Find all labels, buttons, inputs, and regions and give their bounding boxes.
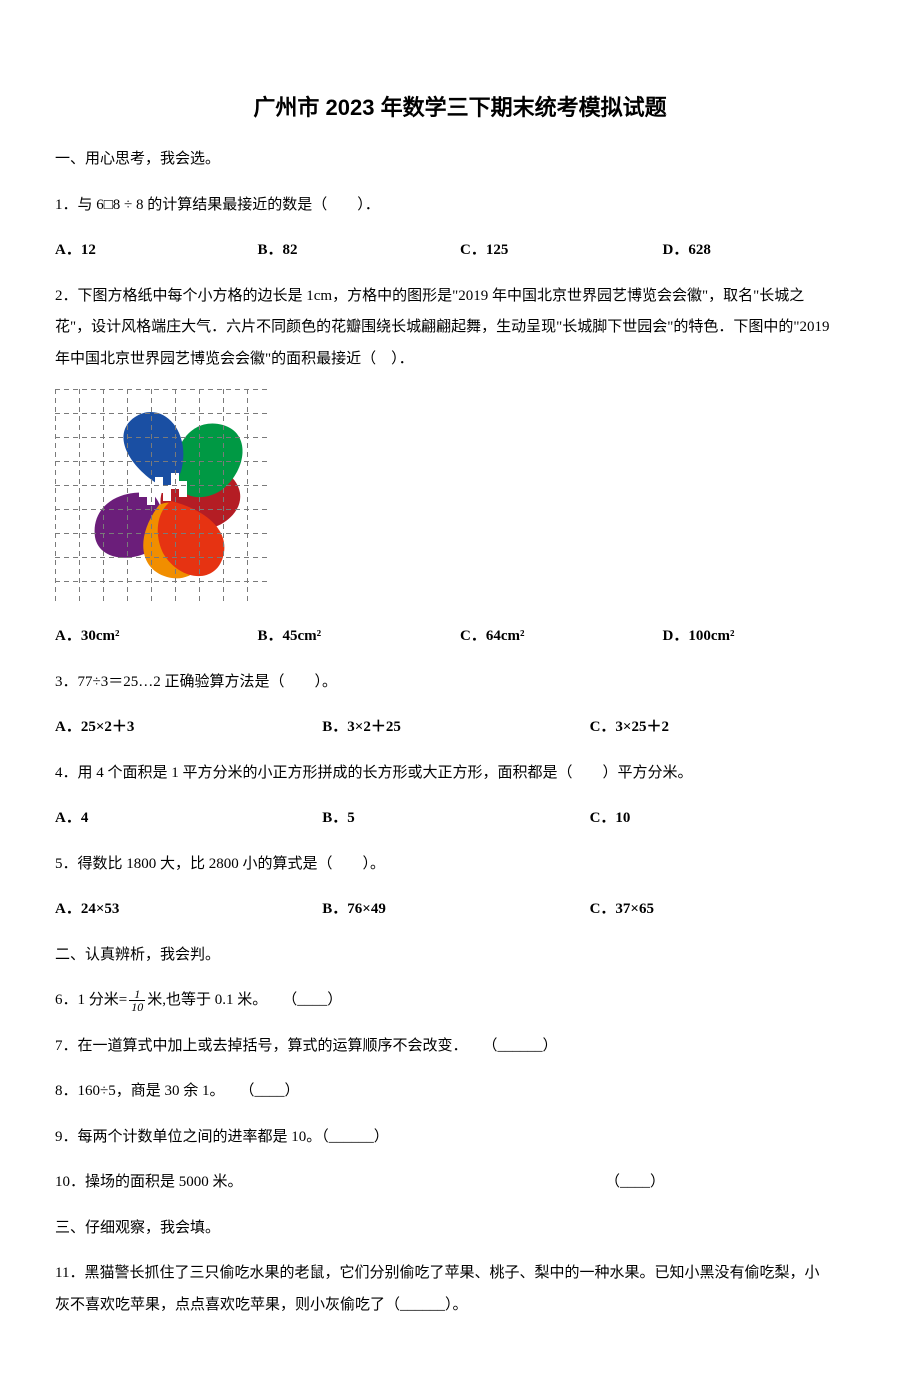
- page-title: 广州市 2023 年数学三下期末统考模拟试题: [55, 90, 865, 122]
- q1-opt-b: B．82: [258, 235, 461, 267]
- q2-opt-b: B．45cm²: [258, 621, 461, 653]
- q5-opt-c: C．37×65: [590, 894, 857, 926]
- q2-opt-d: D．100cm²: [663, 621, 866, 653]
- q10-text: 10．操场的面积是 5000 米。 （____）: [55, 1167, 865, 1199]
- q6-text: 6．1 分米=110米,也等于 0.1 米。 （____）: [55, 985, 865, 1017]
- q2-options: A．30cm² B．45cm² C．64cm² D．100cm²: [55, 621, 865, 653]
- emblem-figure: [55, 389, 865, 605]
- q4-text: 4．用 4 个面积是 1 平方分米的小正方形拼成的长方形或大正方形，面积都是（ …: [55, 758, 865, 790]
- q4-options: A．4 B．5 C．10: [55, 803, 865, 835]
- q1-opt-d: D．628: [663, 235, 866, 267]
- q3-opt-c: C．3×25＋2: [590, 712, 857, 744]
- section-2-header: 二、认真辨析，我会判。: [55, 940, 865, 972]
- q11-text: 11．黑猫警长抓住了三只偷吃水果的老鼠，它们分别偷吃了苹果、桃子、梨中的一种水果…: [55, 1258, 865, 1321]
- q1-opt-c: C．125: [460, 235, 663, 267]
- q5-opt-b: B．76×49: [322, 894, 589, 926]
- q3-text: 3．77÷3＝25…2 正确验算方法是（ ）。: [55, 667, 865, 699]
- q1-text: 1．与 6□8 ÷ 8 的计算结果最接近的数是（ ）．: [55, 190, 865, 222]
- q9-text: 9．每两个计数单位之间的进率都是 10。（______）: [55, 1122, 865, 1154]
- q4-opt-c: C．10: [590, 803, 857, 835]
- q2-text: 2．下图方格纸中每个小方格的边长是 1cm，方格中的图形是"2019 年中国北京…: [55, 281, 865, 376]
- q5-options: A．24×53 B．76×49 C．37×65: [55, 894, 865, 926]
- q4-opt-b: B．5: [322, 803, 589, 835]
- q5-opt-a: A．24×53: [55, 894, 322, 926]
- q1-options: A．12 B．82 C．125 D．628: [55, 235, 865, 267]
- q5-text: 5．得数比 1800 大，比 2800 小的算式是（ ）。: [55, 849, 865, 881]
- q3-opt-a: A．25×2＋3: [55, 712, 322, 744]
- fraction-1-10: 110: [129, 988, 145, 1013]
- q2-opt-a: A．30cm²: [55, 621, 258, 653]
- q8-text: 8．160÷5，商是 30 余 1。 （____）: [55, 1076, 865, 1108]
- section-3-header: 三、仔细观察，我会填。: [55, 1213, 865, 1245]
- q3-options: A．25×2＋3 B．3×2＋25 C．3×25＋2: [55, 712, 865, 744]
- section-1-header: 一、用心思考，我会选。: [55, 144, 865, 176]
- emblem-svg: [55, 389, 271, 605]
- q4-opt-a: A．4: [55, 803, 322, 835]
- q7-text: 7．在一道算式中加上或去掉括号，算式的运算顺序不会改变． （______）: [55, 1031, 865, 1063]
- q2-opt-c: C．64cm²: [460, 621, 663, 653]
- q1-opt-a: A．12: [55, 235, 258, 267]
- q3-opt-b: B．3×2＋25: [322, 712, 589, 744]
